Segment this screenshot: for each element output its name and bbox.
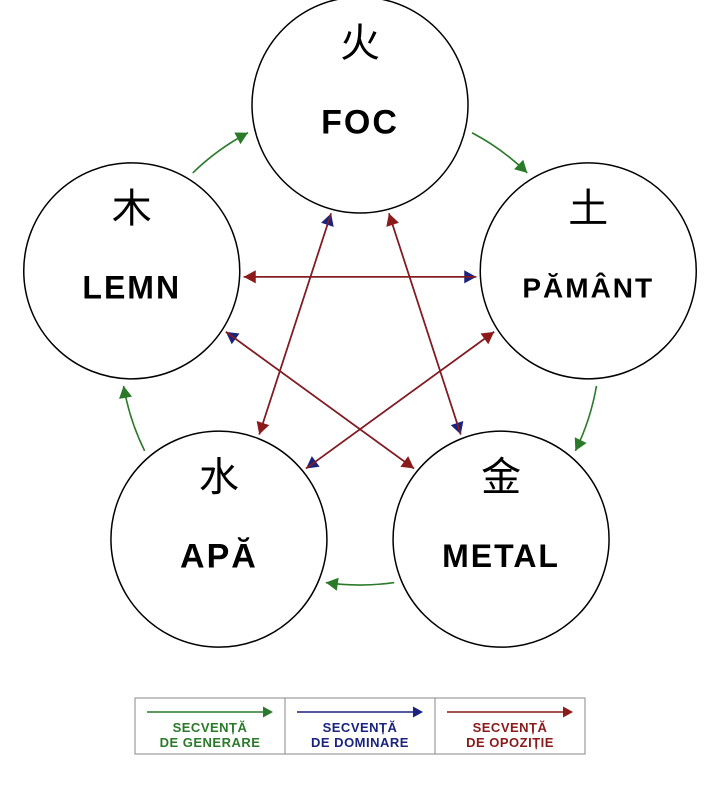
element-node-pamant: 土 PĂMÂNT bbox=[480, 163, 696, 379]
node-glyph: 金 bbox=[481, 455, 521, 500]
arrowhead bbox=[400, 456, 414, 468]
node-label: APĂ bbox=[180, 538, 258, 576]
arrowhead bbox=[481, 332, 495, 344]
node-label: PĂMÂNT bbox=[522, 273, 654, 304]
legend-label-2: DE DOMINARE bbox=[311, 735, 409, 750]
node-label: METAL bbox=[442, 538, 560, 574]
node-glyph: 土 bbox=[568, 186, 608, 231]
element-node-apa: 水 APĂ bbox=[111, 431, 327, 647]
element-node-lemn: 木 LEMN bbox=[24, 163, 240, 379]
five-elements-diagram: 火FOC土PĂMÂNT金METAL水APĂ木LEMNSECVENȚĂDE GEN… bbox=[0, 0, 720, 788]
element-node-metal: 金 METAL bbox=[393, 431, 609, 647]
legend-label-1: SECVENȚĂ bbox=[173, 720, 248, 735]
node-glyph: 木 bbox=[112, 186, 152, 231]
node-glyph: 火 bbox=[340, 20, 380, 65]
arrowhead bbox=[244, 270, 256, 283]
legend-label-2: DE OPOZIȚIE bbox=[466, 735, 554, 750]
node-label: LEMN bbox=[82, 270, 181, 306]
node-glyph: 水 bbox=[199, 455, 239, 500]
arrowhead bbox=[234, 132, 248, 144]
element-node-foc: 火 FOC bbox=[252, 0, 468, 213]
legend-label-1: SECVENȚĂ bbox=[473, 720, 548, 735]
arrowhead bbox=[326, 578, 339, 591]
arrowhead bbox=[119, 386, 132, 399]
node-label: FOC bbox=[321, 103, 399, 141]
legend-label-1: SECVENȚĂ bbox=[323, 720, 398, 735]
legend-label-2: DE GENERARE bbox=[160, 735, 261, 750]
